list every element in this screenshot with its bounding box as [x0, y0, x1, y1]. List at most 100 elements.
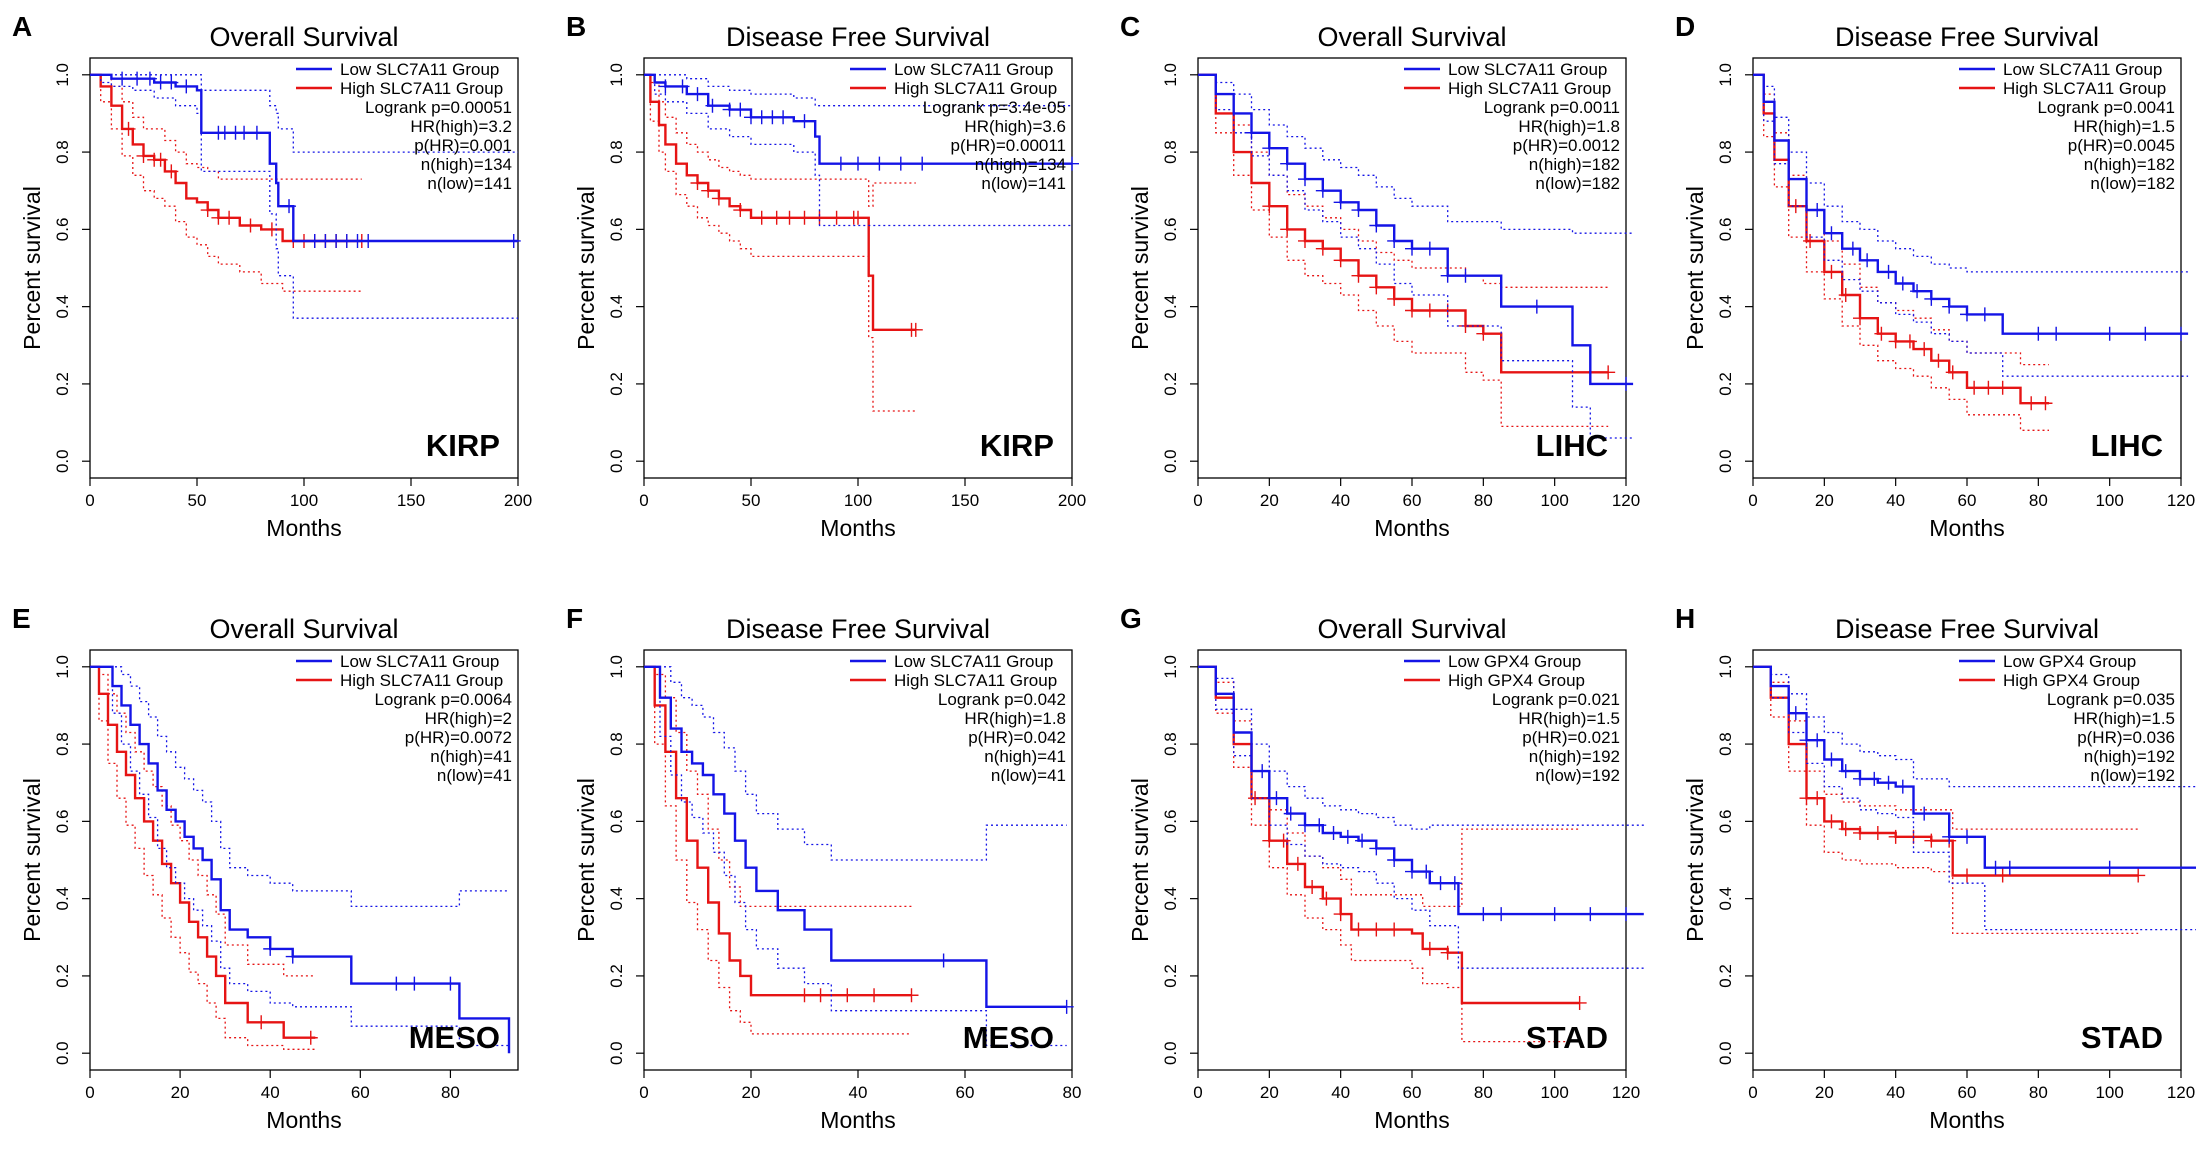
censor-mark	[249, 125, 264, 140]
x-tick-label: 100	[2095, 491, 2123, 510]
censor-mark	[361, 233, 376, 248]
x-axis-label: Months	[1929, 515, 2004, 541]
x-tick-label: 0	[85, 1083, 94, 1102]
stat-line: HR(high)=3.6	[964, 117, 1066, 136]
series-high	[90, 73, 369, 292]
censor-mark	[1355, 833, 1370, 848]
censor-mark	[1369, 841, 1384, 856]
censor-mark	[1810, 733, 1825, 748]
censor-mark	[705, 98, 720, 113]
y-tick-label: 0.2	[1161, 372, 1180, 396]
y-tick-label: 0.0	[1716, 1041, 1735, 1065]
censor-mark	[1881, 775, 1896, 790]
panel-d: D Disease Free Survival 0 20 40 60 80 100 120 0.0…	[1675, 11, 2195, 541]
censor-mark	[1319, 891, 1334, 906]
legend-label: High SLC7A11 Group	[340, 79, 503, 98]
ci-lower-line	[1753, 74, 2049, 431]
censor-mark	[179, 79, 194, 94]
cancer-label: MESO	[963, 1020, 1054, 1055]
y-tick-label: 1.0	[1161, 63, 1180, 87]
censor-mark	[1601, 365, 1616, 380]
ci-upper-line	[90, 666, 509, 908]
censor-mark	[1895, 779, 1910, 794]
x-tick-label: 40	[1331, 1083, 1350, 1102]
ci-lower-line	[1753, 666, 2196, 931]
x-tick-label: 0	[1193, 491, 1202, 510]
series-low	[1198, 73, 1634, 439]
survival-curve	[1198, 73, 1609, 374]
y-tick-label: 0.2	[1716, 372, 1735, 396]
x-tick-label: 0	[1748, 491, 1757, 510]
censor-mark	[1447, 876, 1462, 891]
panel-c: C Overall Survival 0 20 40 60 80 100 120 0.0 0.2 0.…	[1120, 11, 1640, 541]
x-tick-label: 40	[849, 1083, 868, 1102]
censor-mark	[867, 988, 882, 1003]
y-tick-label: 1.0	[1161, 655, 1180, 679]
stat-line: p(HR)=0.00011	[951, 136, 1066, 155]
censor-mark	[872, 156, 887, 171]
stat-line: n(low)=141	[427, 174, 512, 193]
censor-mark	[1810, 791, 1825, 806]
x-tick-label: 80	[1063, 1083, 1082, 1102]
censor-mark	[443, 976, 458, 991]
x-tick-label: 20	[1260, 1083, 1279, 1102]
y-tick-label: 1.0	[1716, 655, 1735, 679]
censor-mark	[813, 988, 828, 1003]
censor-mark	[769, 210, 784, 225]
cancer-label: LIHC	[2091, 428, 2163, 463]
x-tick-label: 200	[504, 491, 532, 510]
censor-mark	[1895, 276, 1910, 291]
censor-mark	[1248, 791, 1263, 806]
legend-label: High SLC7A11 Group	[2003, 79, 2166, 98]
legend-label: High SLC7A11 Group	[340, 671, 503, 690]
x-tick-label: 60	[1403, 1083, 1422, 1102]
x-tick-label: 0	[85, 491, 94, 510]
censor-mark	[1960, 829, 1974, 844]
plot-frame	[89, 649, 519, 1071]
censor-mark	[1422, 241, 1437, 256]
censor-mark	[1476, 326, 1491, 341]
y-tick-label: 0.0	[607, 1041, 626, 1065]
censor-mark	[237, 125, 252, 140]
censor-mark	[701, 183, 716, 198]
y-tick-label: 0.4	[1161, 887, 1180, 911]
stat-line: p(HR)=0.0012	[1513, 136, 1620, 155]
y-tick-label: 0.6	[53, 810, 72, 834]
censor-mark	[2102, 326, 2117, 341]
censor-mark	[1333, 907, 1348, 922]
censor-mark	[2049, 326, 2064, 341]
x-tick-label: 0	[1193, 1083, 1202, 1102]
y-tick-label: 0.2	[53, 964, 72, 988]
censor-mark	[1476, 907, 1491, 922]
censor-mark	[130, 71, 145, 86]
stat-line: n(high)=182	[2084, 155, 2175, 174]
series-low	[1753, 73, 2189, 377]
censor-mark	[1583, 907, 1598, 922]
cancer-label: KIRP	[426, 428, 500, 463]
y-tick-label: 0.6	[607, 810, 626, 834]
x-tick-label: 80	[1474, 1083, 1493, 1102]
censor-mark	[1244, 125, 1259, 140]
censor-mark	[1276, 833, 1291, 848]
stat-line: Logrank p=0.00051	[365, 98, 512, 117]
x-tick-label: 150	[397, 491, 425, 510]
y-tick-label: 0.4	[1716, 295, 1735, 319]
survival-curve	[90, 665, 316, 1039]
censor-mark	[407, 976, 422, 991]
legend-label: Low SLC7A11 Group	[340, 652, 499, 671]
stat-line: n(low)=141	[981, 174, 1066, 193]
stat-line: HR(high)=1.8	[1518, 117, 1620, 136]
cancer-label: STAD	[1526, 1020, 1608, 1055]
censor-mark	[690, 87, 705, 102]
censor-mark	[1326, 825, 1341, 840]
censor-mark	[1572, 995, 1587, 1010]
x-tick-label: 40	[261, 1083, 280, 1102]
censor-mark	[1059, 999, 1074, 1014]
censor-mark	[164, 75, 179, 90]
y-tick-label: 0.8	[1161, 140, 1180, 164]
censor-mark	[222, 210, 237, 225]
x-tick-label: 60	[1403, 491, 1422, 510]
censor-mark	[936, 953, 951, 968]
x-tick-label: 0	[639, 1083, 648, 1102]
censor-mark	[1853, 825, 1867, 840]
